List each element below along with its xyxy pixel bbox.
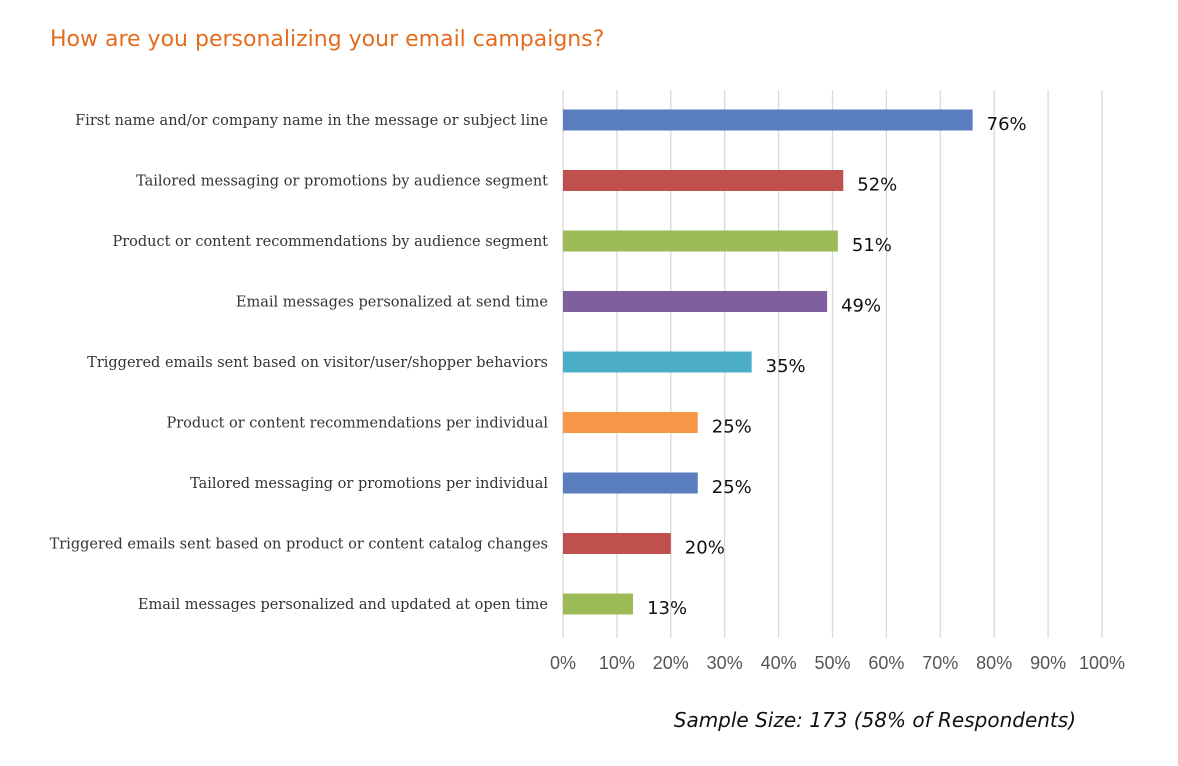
x-tick-label: 80%: [976, 653, 1012, 673]
bar: [563, 472, 698, 494]
category-label: First name and/or company name in the me…: [75, 113, 548, 129]
bar: [563, 412, 698, 433]
data-label: 20%: [685, 538, 725, 559]
data-labels: 76% 52% 51% 49% 35% 25% 25% 20% 13%: [647, 114, 1027, 619]
category-labels: First name and/or company name in the me…: [50, 113, 549, 613]
category-label: Tailored messaging or promotions by audi…: [136, 174, 548, 190]
x-tick-label: 30%: [707, 653, 743, 673]
category-label: Email messages personalized at send time: [236, 295, 548, 311]
data-label: 49%: [841, 296, 881, 317]
category-label: Product or content recommendations by au…: [112, 234, 548, 250]
x-tick-label: 100%: [1079, 653, 1125, 673]
x-tick-label: 70%: [922, 653, 958, 673]
bar: [563, 533, 671, 554]
bar: [563, 109, 973, 131]
x-tick-label: 90%: [1030, 653, 1066, 673]
x-tick-label: 0%: [550, 653, 576, 673]
data-label: 13%: [647, 598, 687, 619]
sample-size-footnote: Sample Size: 173 (58% of Respondents): [674, 708, 1076, 732]
data-label: 76%: [987, 114, 1027, 135]
data-label: 51%: [852, 235, 892, 256]
data-label: 35%: [766, 356, 806, 377]
x-tick-label: 40%: [761, 653, 797, 673]
x-axis-tick-labels: 0% 10% 20% 30% 40% 50% 60% 70% 80% 90% 100%: [550, 653, 1125, 673]
bar: [563, 291, 828, 312]
bars: [563, 109, 973, 615]
category-label: Email messages personalized and updated …: [138, 597, 548, 613]
category-label: Product or content recommendations per i…: [166, 416, 548, 432]
bar: [563, 351, 752, 373]
x-tick-label: 60%: [868, 653, 904, 673]
x-tick-label: 50%: [814, 653, 850, 673]
category-label: Tailored messaging or promotions per ind…: [190, 476, 548, 492]
category-label: Triggered emails sent based on product o…: [50, 537, 548, 553]
chart-title: How are you personalizing your email cam…: [50, 27, 604, 52]
bar: [563, 593, 634, 615]
data-label: 25%: [712, 417, 752, 438]
x-tick-label: 10%: [599, 653, 635, 673]
x-tick-label: 20%: [653, 653, 689, 673]
bar: [563, 230, 838, 252]
bar: [563, 170, 844, 191]
category-label: Triggered emails sent based on visitor/u…: [87, 355, 548, 371]
data-label: 52%: [857, 175, 897, 196]
data-label: 25%: [712, 477, 752, 498]
